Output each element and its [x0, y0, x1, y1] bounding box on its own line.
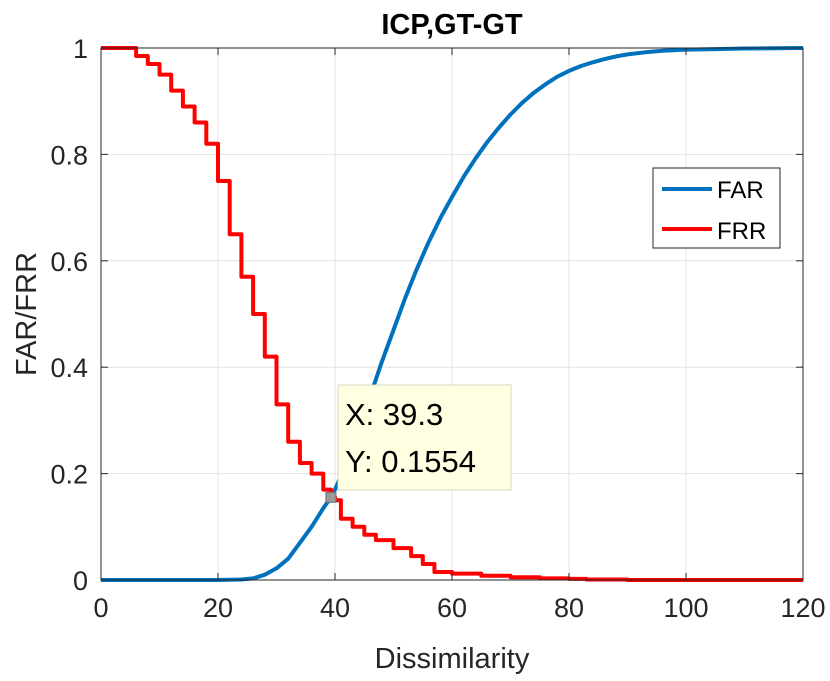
legend-label-frr: FRR: [717, 218, 766, 245]
datatip-marker[interactable]: [325, 491, 337, 503]
legend[interactable]: FAR FRR: [652, 167, 781, 249]
x-tick-label: 60: [437, 593, 467, 623]
x-tick-label: 0: [93, 593, 108, 623]
x-tick-label: 40: [320, 593, 350, 623]
datatip[interactable]: X: 39.3 Y: 0.1554: [325, 384, 512, 503]
y-tick-label: 0.6: [50, 247, 88, 277]
datatip-x-text: X: 39.3: [345, 397, 443, 432]
x-axis-label: Dissimilarity: [375, 643, 530, 675]
x-tick-label: 80: [554, 593, 584, 623]
y-tick-label: 1: [73, 34, 88, 64]
y-tick-label: 0.8: [50, 140, 88, 170]
y-tick-label: 0.4: [50, 353, 88, 383]
y-tick-label: 0.2: [50, 460, 88, 490]
x-tick-label: 20: [203, 593, 233, 623]
chart-title: ICP,GT-GT: [381, 9, 523, 41]
legend-label-far: FAR: [717, 177, 764, 204]
tick-layer: 0 20 40 60 80 100 120 0 0.2 0.4 0.6 0.8 1: [50, 34, 825, 623]
x-tick-label: 100: [663, 593, 708, 623]
legend-box: [652, 167, 781, 249]
y-axis-label: FAR/FRR: [11, 252, 43, 376]
datatip-y-text: Y: 0.1554: [345, 444, 476, 479]
series-line-far: [101, 46, 804, 582]
y-tick-label: 0: [73, 566, 88, 596]
datatip-box: [337, 384, 512, 491]
x-tick-label: 120: [780, 593, 825, 623]
series-line-frr: [101, 46, 803, 582]
series-layer: [101, 46, 804, 582]
